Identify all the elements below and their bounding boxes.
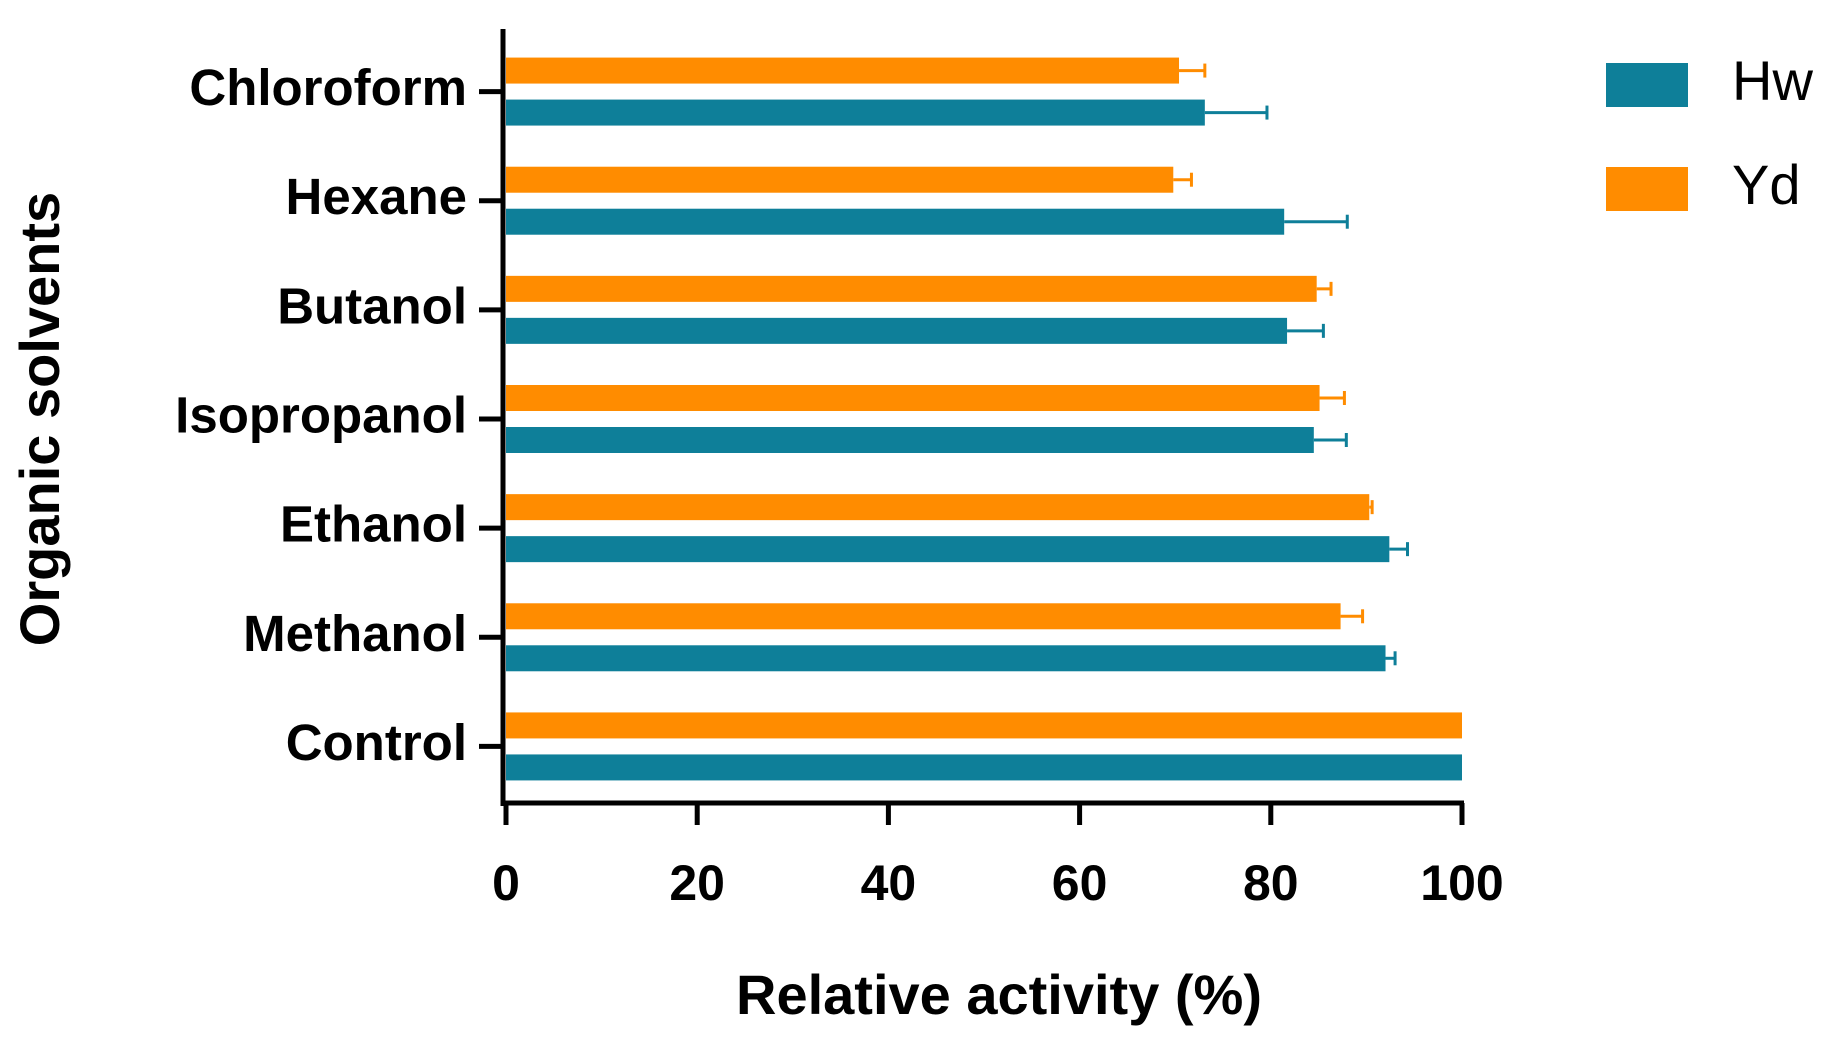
x-tick-label: 80 <box>1243 855 1299 911</box>
legend-label: Hw <box>1732 49 1813 112</box>
bar <box>506 603 1341 630</box>
error-bar <box>1204 105 1269 120</box>
legend-swatch <box>1606 167 1688 211</box>
bar <box>506 712 1462 739</box>
legend-swatch <box>1606 63 1688 107</box>
x-tick-label: 60 <box>1052 855 1108 911</box>
bar <box>506 99 1205 126</box>
y-tick-label: Methanol <box>243 605 467 662</box>
bar <box>506 645 1386 672</box>
x-tick-label: 100 <box>1420 855 1503 911</box>
error-bar <box>1389 542 1410 557</box>
x-tick-label: 40 <box>861 855 917 911</box>
bar <box>506 275 1317 302</box>
y-axis-title: Organic solvents <box>8 192 71 646</box>
bar <box>506 536 1390 563</box>
error-bar <box>1319 391 1346 405</box>
error-bar <box>1340 609 1365 624</box>
error-bar <box>1284 214 1349 229</box>
legend-label: Yd <box>1732 153 1801 216</box>
y-tick-label: Ethanol <box>280 496 467 553</box>
x-tick-label: 20 <box>669 855 725 911</box>
bar <box>506 385 1320 411</box>
y-tick-label: Butanol <box>277 277 467 334</box>
bar <box>506 494 1370 521</box>
bar <box>506 208 1285 235</box>
y-tick-label: Control <box>286 714 467 771</box>
bar <box>506 317 1288 344</box>
bar <box>506 754 1462 781</box>
bar <box>506 166 1174 193</box>
error-bar <box>1316 281 1333 296</box>
error-bar <box>1179 63 1207 78</box>
bar <box>506 427 1314 453</box>
y-tick-label: Isopropanol <box>175 386 467 443</box>
error-bar <box>1173 172 1193 187</box>
error-bar <box>1369 500 1374 515</box>
x-tick-label: 0 <box>492 855 520 911</box>
error-bar <box>1313 433 1348 447</box>
error-bar <box>1385 651 1397 666</box>
bar <box>506 57 1180 84</box>
y-tick-label: Hexane <box>286 168 467 225</box>
error-bar <box>1287 323 1325 338</box>
x-axis-title: Relative activity (%) <box>736 963 1262 1026</box>
y-tick-label: Chloroform <box>189 59 467 116</box>
